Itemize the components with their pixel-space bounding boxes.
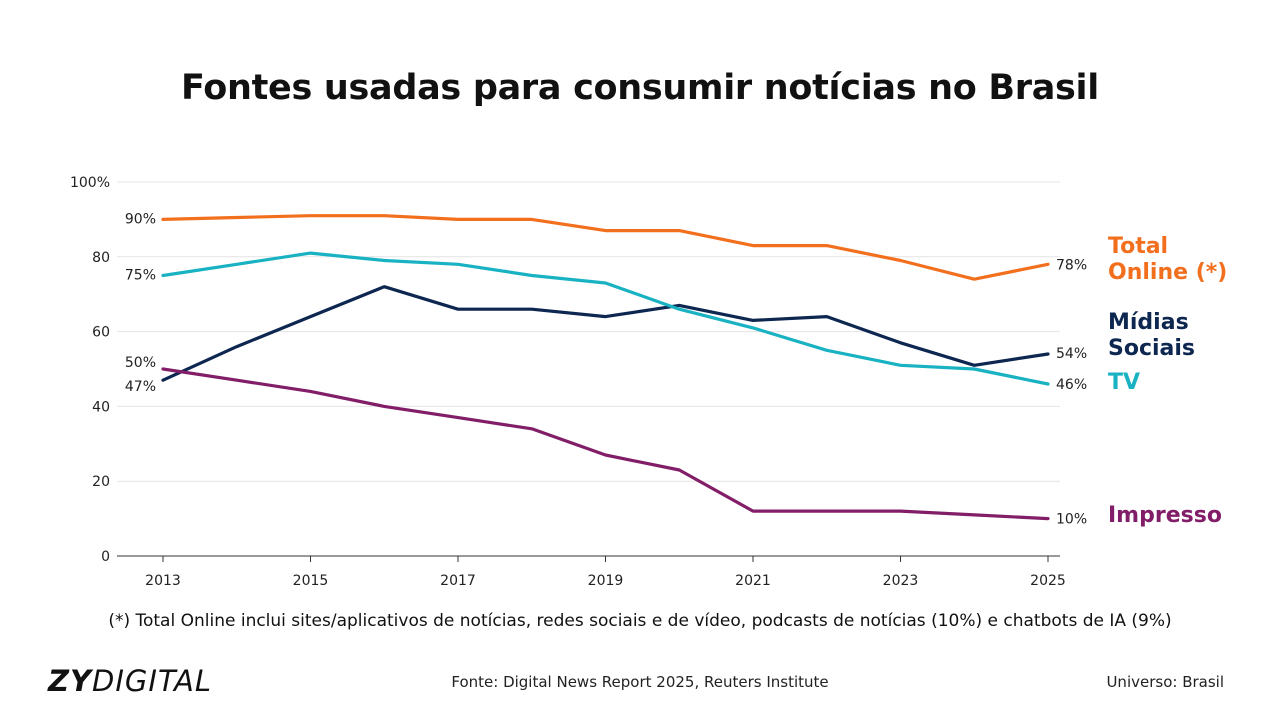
series-line: [161, 251, 1050, 386]
y-tick-label: 20: [92, 474, 110, 490]
y-tick-label: 40: [92, 399, 110, 415]
data-label-start: 47%: [125, 379, 156, 395]
data-label-start: 90%: [125, 211, 156, 227]
y-tick-label: 100%: [70, 175, 110, 191]
data-label-end: 10%: [1056, 512, 1087, 528]
y-tick-label: 80: [92, 250, 110, 266]
series-name-line: Mídias: [1108, 310, 1189, 335]
data-label-end: 78%: [1056, 257, 1087, 273]
x-tick-label: 2015: [293, 573, 329, 589]
chart-title: Fontes usadas para consumir notícias no …: [181, 68, 1099, 108]
series-name-line: Online (*): [1108, 260, 1228, 285]
y-tick-label: 0: [101, 549, 110, 565]
brand-logo: ZYDIGITAL: [48, 664, 212, 698]
x-tick-label: 2017: [440, 573, 476, 589]
data-label-start: 75%: [125, 268, 156, 284]
y-tick-label: 60: [92, 325, 110, 341]
footnote: (*) Total Online inclui sites/aplicativo…: [108, 611, 1172, 631]
x-tick-label: 2019: [588, 573, 624, 589]
series-name-total-online: Total Online (*): [1108, 234, 1227, 286]
series-name-tv: TV: [1108, 370, 1140, 396]
source-note: Fonte: Digital News Report 2025, Reuters…: [451, 673, 829, 691]
data-label-start: 50%: [125, 355, 156, 371]
logo-bold-text: ZY: [48, 664, 93, 698]
x-tick-label: 2025: [1030, 573, 1066, 589]
data-label-end: 46%: [1056, 377, 1087, 393]
series-name-line: Impresso: [1108, 503, 1222, 528]
x-tick-label: 2023: [883, 573, 919, 589]
series-name-line: Total: [1108, 234, 1169, 259]
series-line: [161, 367, 1050, 521]
series-name-impresso: Impresso: [1108, 503, 1222, 529]
series-line: [161, 214, 1050, 281]
logo-light-text: DIGITAL: [92, 664, 212, 698]
series-name-midias-sociais: Mídias Sociais: [1108, 310, 1195, 362]
universe-note: Universo: Brasil: [1106, 673, 1224, 691]
series-name-line: TV: [1108, 370, 1141, 395]
x-tick-label: 2013: [145, 573, 181, 589]
data-label-end: 54%: [1056, 346, 1087, 362]
series-line: [161, 285, 1050, 382]
x-tick-label: 2021: [735, 573, 771, 589]
series-name-line: Sociais: [1108, 336, 1196, 361]
